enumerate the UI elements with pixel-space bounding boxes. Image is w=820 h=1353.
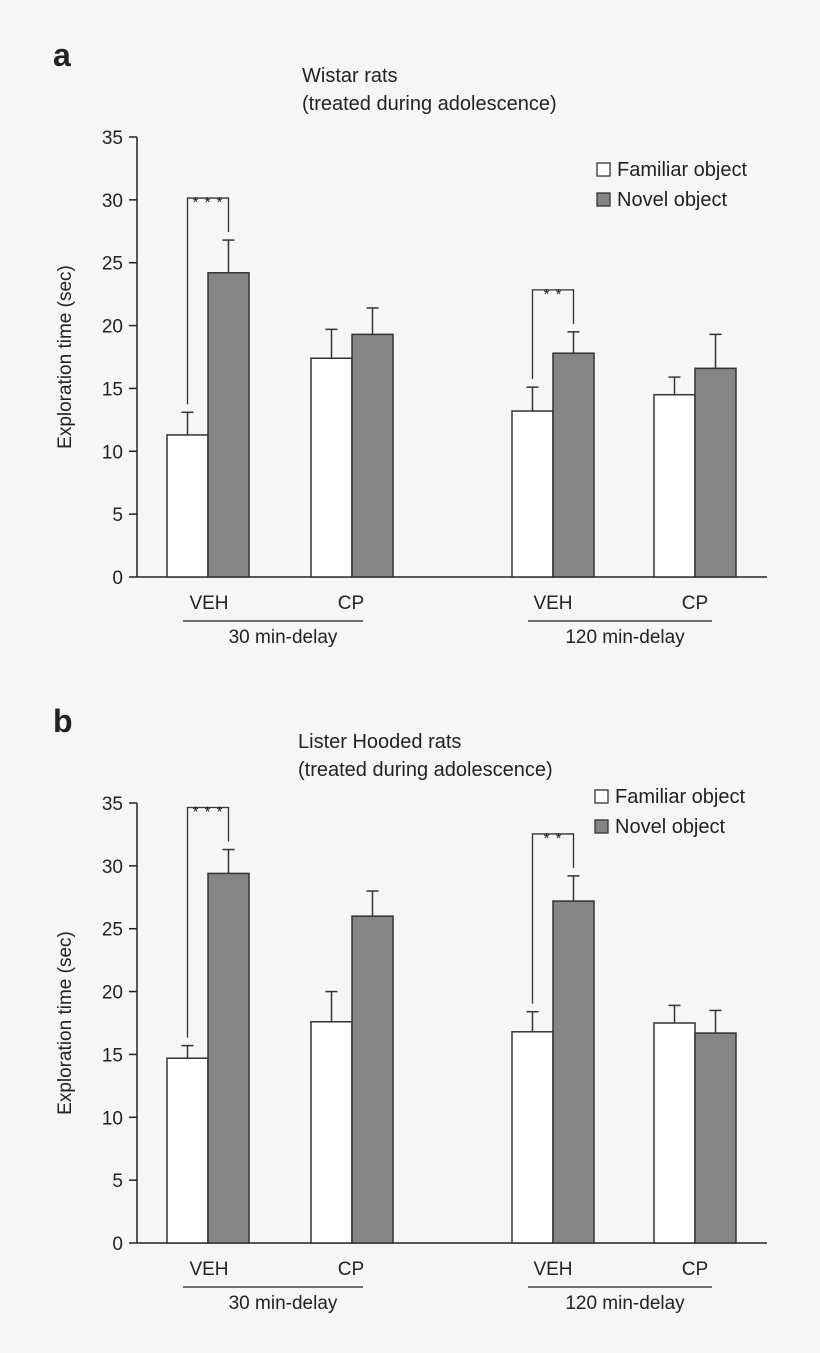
- y-tick-label: 30: [102, 857, 123, 878]
- y-tick-label: 5: [112, 1171, 123, 1192]
- x-category-label: VEH: [189, 1259, 228, 1280]
- y-tick-label: 25: [102, 920, 123, 941]
- significance-bracket: [531, 833, 575, 1004]
- y-tick-label: 10: [102, 1108, 123, 1129]
- bar-novel: [351, 915, 394, 1244]
- y-tick-label: 25: [102, 254, 123, 275]
- x-category-label: VEH: [533, 593, 572, 614]
- group-label: 30 min-delay: [229, 627, 338, 648]
- bar-novel: [694, 1032, 737, 1244]
- y-tick-label: 5: [112, 505, 123, 526]
- significance-stars: * *: [544, 286, 563, 303]
- chart-title-line: (treated during adolescence): [302, 93, 557, 115]
- significance-stars: * * *: [193, 804, 224, 821]
- bar-familiar: [511, 1031, 554, 1244]
- panel-letter: a: [53, 37, 71, 73]
- y-tick-label: 30: [102, 191, 123, 212]
- bar-familiar: [653, 393, 696, 578]
- chart-panel-b: b Lister Hooded rats (treated during adole…: [53, 703, 767, 1314]
- x-category-label: VEH: [533, 1259, 572, 1280]
- y-tick-label: 0: [112, 1234, 123, 1255]
- legend-swatch-familiar: [594, 789, 609, 804]
- chart-panel-a: a Wistar rats (treated during adolescence)…: [53, 37, 767, 648]
- legend-swatch-familiar: [596, 162, 611, 177]
- panel-letter: b: [53, 703, 73, 739]
- bar-familiar: [653, 1022, 696, 1244]
- y-tick-label: 20: [102, 317, 123, 338]
- bar-novel: [207, 272, 250, 578]
- x-category-label: CP: [682, 1259, 708, 1280]
- bar-novel: [694, 367, 737, 578]
- group-label: 30 min-delay: [229, 1293, 338, 1314]
- y-tick-label: 20: [102, 983, 123, 1004]
- group-label: 120 min-delay: [565, 1293, 685, 1314]
- bar-novel: [207, 872, 250, 1244]
- bar-familiar: [310, 1020, 353, 1244]
- legend-label: Novel object: [617, 189, 728, 211]
- bar-novel: [351, 333, 394, 578]
- bar-novel: [552, 352, 595, 578]
- bar-familiar: [166, 1057, 209, 1244]
- significance-bracket: [531, 289, 575, 380]
- x-category-label: CP: [682, 593, 708, 614]
- chart-title-line: Lister Hooded rats: [298, 731, 461, 753]
- y-tick-label: 35: [102, 794, 123, 815]
- x-category-label: CP: [338, 1259, 364, 1280]
- chart-title-line: (treated during adolescence): [298, 759, 553, 781]
- bar-novel: [552, 900, 595, 1244]
- significance-stars: * *: [544, 830, 563, 847]
- y-tick-label: 15: [102, 379, 123, 400]
- x-category-label: CP: [338, 593, 364, 614]
- legend-swatch-novel: [596, 192, 611, 207]
- panel-b: b Lister Hooded rats (treated during adole…: [0, 666, 820, 1342]
- legend-label: Novel object: [615, 816, 726, 838]
- group-label: 120 min-delay: [565, 627, 685, 648]
- significance-bracket: [186, 197, 230, 405]
- y-axis-label: Exploration time (sec): [55, 931, 76, 1115]
- y-tick-label: 35: [102, 128, 123, 149]
- y-tick-label: 15: [102, 1045, 123, 1066]
- legend-swatch-novel: [594, 819, 609, 834]
- panel-a: a Wistar rats (treated during adolescence)…: [0, 0, 820, 676]
- legend-label: Familiar object: [615, 786, 745, 808]
- x-category-label: VEH: [189, 593, 228, 614]
- bar-familiar: [310, 357, 353, 578]
- chart-title-line: Wistar rats: [302, 65, 398, 87]
- y-tick-label: 10: [102, 442, 123, 463]
- bar-familiar: [511, 410, 554, 578]
- y-tick-label: 0: [112, 568, 123, 589]
- significance-stars: * * *: [193, 194, 224, 211]
- y-axis-label: Exploration time (sec): [55, 265, 76, 449]
- significance-bracket: [186, 806, 230, 1038]
- legend-label: Familiar object: [617, 159, 747, 181]
- bar-familiar: [166, 434, 209, 578]
